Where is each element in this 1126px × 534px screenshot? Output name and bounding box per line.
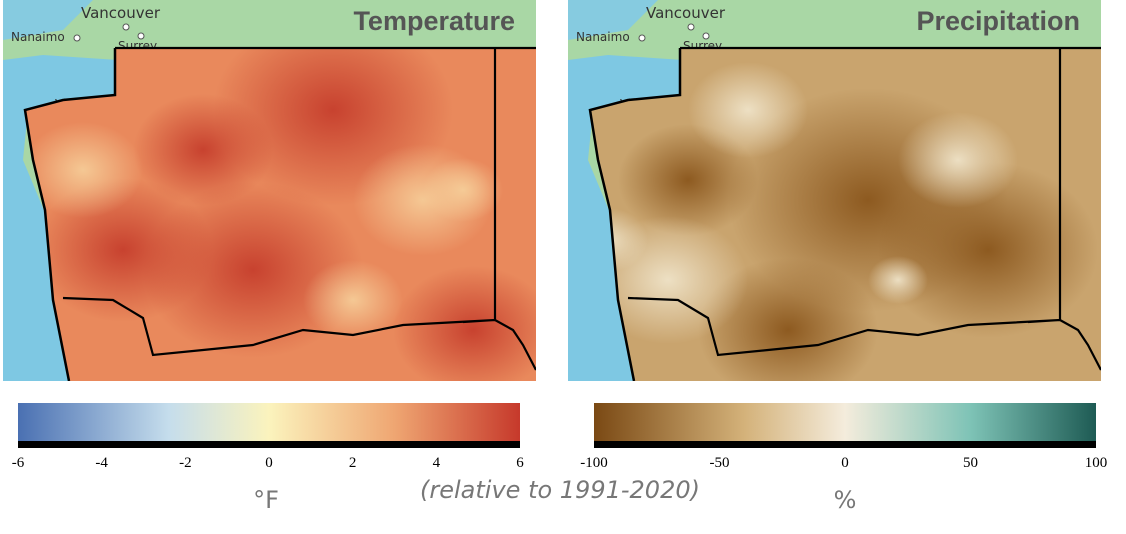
field-blob — [868, 256, 928, 304]
field-blob — [25, 122, 143, 218]
place-dot — [687, 23, 695, 31]
coastline — [588, 48, 682, 381]
field-blob — [393, 266, 536, 381]
panel-title: Temperature — [353, 6, 515, 36]
colorbar-tick-label: 50 — [963, 455, 978, 471]
colorbar-tick-label: 0 — [265, 455, 273, 471]
colorbar-tick-label: 0 — [841, 455, 849, 471]
water — [568, 0, 658, 40]
place-dot — [122, 23, 130, 31]
colorbar-tick-label: -2 — [179, 455, 192, 471]
coastline — [23, 48, 117, 381]
water — [568, 55, 718, 381]
colorbar — [594, 403, 1096, 441]
colorbar — [18, 403, 520, 441]
map: VancouverNanaimoSurreyVictoriaTemperatur… — [3, 0, 536, 381]
place-dot — [638, 34, 646, 42]
place-label: Vancouver — [646, 4, 726, 22]
field-blob — [688, 62, 808, 158]
panel-title: Precipitation — [916, 6, 1080, 36]
field-blob — [423, 158, 503, 222]
colorbar-tick-label: -100 — [580, 455, 608, 471]
water — [3, 0, 93, 40]
place-dot — [137, 32, 145, 40]
colorbar-base — [594, 441, 1096, 448]
unit-label: °F — [253, 486, 279, 514]
colorbar-tick-label: -6 — [12, 455, 25, 471]
colorbar-tick-label: 2 — [349, 455, 357, 471]
field-blob — [878, 162, 1098, 338]
water — [3, 55, 153, 381]
place-label: Nanaimo — [576, 30, 630, 44]
data-field — [25, 48, 536, 381]
field-blob — [303, 260, 403, 340]
unit-label: % — [834, 486, 857, 514]
field-blob — [898, 112, 1018, 208]
place-label: Vancouver — [81, 4, 161, 22]
precipitation-panel: VancouverNanaimoSurreyVictoriaPrecipitat… — [568, 0, 1107, 514]
place-dot — [73, 34, 81, 42]
colorbar-tick-label: 4 — [433, 455, 441, 471]
colorbar-base — [18, 441, 520, 448]
colorbar-tick-label: -50 — [710, 455, 730, 471]
temperature-panel: VancouverNanaimoSurreyVictoriaTemperatur… — [3, 0, 536, 514]
map: VancouverNanaimoSurreyVictoriaPrecipitat… — [568, 0, 1101, 381]
border — [627, 46, 1101, 371]
border — [62, 46, 536, 371]
colorbar-tick-label: 100 — [1085, 455, 1108, 471]
place-dot — [702, 32, 710, 40]
field-blob — [133, 94, 273, 206]
colorbar-tick-label: -4 — [95, 455, 108, 471]
note: (relative to 1991-2020) — [420, 476, 700, 504]
place-label: Nanaimo — [11, 30, 65, 44]
colorbar-tick-label: 6 — [516, 455, 524, 471]
data-field — [590, 48, 1101, 381]
